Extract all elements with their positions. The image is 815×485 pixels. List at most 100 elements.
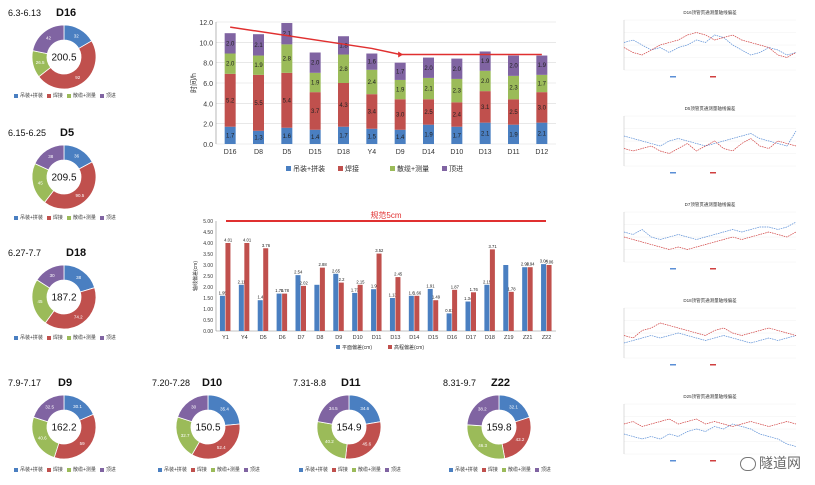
deviation-series-line	[623, 130, 797, 147]
donut-total: 162.2	[51, 423, 76, 434]
line-chart-title: D7顶管贯通测量轴线偏差	[685, 201, 736, 208]
segment-label: 2.1	[538, 131, 547, 137]
segment-label: 2.0	[226, 41, 235, 47]
legend-label: 顶进	[390, 467, 401, 473]
donut-slice-label: 38	[76, 275, 82, 280]
y-tick-label: 6.0	[203, 81, 213, 88]
y-tick-label: 1.50	[203, 296, 213, 302]
x-tick-label: D13	[390, 335, 400, 341]
donut-card: 6.3-6.13 D16 32 92 26.5 42 200.5	[8, 7, 138, 108]
line-chart-title: D18顶管贯通测量轴线偏差	[683, 297, 737, 304]
bar-data-label: 2.11	[238, 279, 247, 284]
y-tick-label: 12.0	[199, 20, 213, 27]
stack-segment	[309, 72, 321, 93]
legend-swatch	[46, 93, 51, 98]
legend-swatch	[710, 460, 716, 462]
y-tick-label: 8.0	[203, 61, 213, 68]
trend-line	[230, 26, 542, 56]
segment-label: 2.1	[481, 131, 490, 137]
donut-hole	[191, 410, 225, 444]
segment-label: 1.3	[254, 135, 263, 141]
deviation-line-chart: D25顶管贯通测量轴线偏差	[623, 393, 797, 462]
donut-total: 154.9	[336, 423, 361, 434]
legend-label: 吊装+拼装	[293, 164, 325, 173]
bar-data-label: 1.73	[351, 287, 360, 292]
deviation-bar	[319, 267, 325, 331]
x-tick-label: D10	[450, 149, 463, 156]
stack-segment	[536, 74, 548, 93]
donut-slice	[36, 264, 65, 289]
x-tick-label: D9	[396, 149, 405, 156]
segment-label: 2.4	[453, 113, 462, 119]
deviation-bar	[395, 277, 401, 331]
donut-card: 6.27-7.7 D18 38 74.2 45 30 187.2	[8, 247, 138, 348]
donut-pipe-name: Z22	[491, 377, 510, 389]
stack-segment	[253, 74, 264, 131]
legend-label: 顶进	[105, 467, 116, 473]
deviation-bar	[276, 293, 282, 331]
x-tick-label: D13	[479, 149, 492, 156]
stack-segment	[451, 58, 463, 79]
donut-svg: 35.4 52.4 32.7 30 150.5	[175, 394, 241, 460]
segment-label: 1.4	[311, 135, 320, 141]
deviation-bar	[371, 289, 377, 331]
donut-legend: 吊装+拼装 焊接 散缆+测量 顶进	[10, 92, 116, 99]
stack-segment	[479, 70, 491, 92]
donut-slice-label: 32.1	[509, 405, 518, 410]
segment-label: 2.8	[339, 67, 348, 73]
x-tick-label: D14	[422, 149, 435, 156]
donut-slice	[32, 24, 65, 55]
donut-slice-label: 92	[75, 75, 81, 80]
x-tick-label: D5	[282, 149, 291, 156]
donut-slice-label: 35.4	[220, 406, 229, 411]
legend-label: 平面偏差(cm)	[342, 344, 372, 351]
donut-legend: 吊装+拼装 焊接 散缆+测量 顶进	[295, 466, 401, 473]
deviation-bar	[489, 249, 495, 331]
segment-label: 2.3	[509, 86, 518, 92]
stack-segment	[338, 126, 349, 144]
legend-swatch	[670, 76, 676, 78]
deviation-bar	[219, 295, 225, 331]
legend-swatch	[299, 467, 303, 472]
legend-label: 吊装+拼装	[20, 467, 43, 473]
donut-slice-label: 45	[37, 299, 43, 304]
donut-slice-label: 43.2	[516, 437, 525, 442]
legend-label: 顶进	[105, 215, 116, 221]
donut-card: 7.9-7.17 D9 30.1 59 40.6 32.5 162.2	[8, 377, 138, 478]
segment-label: 5.5	[254, 101, 263, 107]
legend-swatch	[534, 467, 539, 472]
segment-label: 2.0	[509, 64, 518, 70]
deviation-bar	[427, 288, 433, 331]
stack-segment	[479, 91, 491, 123]
donut-slice-label: 34.5	[329, 406, 338, 411]
segment-label: 1.4	[396, 135, 405, 141]
deviation-bar	[522, 267, 528, 331]
y-axis-label: 轴线偏差(cm)	[192, 261, 199, 291]
y-tick-label: 4.50	[203, 230, 213, 236]
legend-swatch	[710, 364, 716, 366]
legend-label: 顶进	[105, 335, 116, 341]
deviation-line-chart: D18顶管贯通测量轴线偏差	[623, 297, 797, 366]
legend-swatch	[99, 93, 104, 98]
x-tick-label: D9	[335, 335, 342, 341]
deviation-bar	[389, 298, 395, 331]
wechat-icon	[740, 457, 756, 471]
bar-data-label: 1.78	[281, 288, 290, 293]
deviation-bar	[238, 284, 244, 331]
legend-swatch	[336, 345, 340, 349]
legend-label: 吊装+拼装	[305, 467, 328, 473]
deviation-bar	[503, 265, 509, 331]
deviation-bar	[257, 300, 263, 331]
bar-data-label: 2.54	[294, 270, 303, 275]
segment-label: 3.7	[311, 109, 320, 115]
donut-hole	[47, 40, 81, 74]
legend-swatch	[14, 335, 18, 340]
legend-swatch	[442, 166, 447, 171]
stacked-time-bar-chart: 0.0 2.0 4.0 6.0 8.0 10.0 12.0 时间/h 1.7 5.2 2.0 2.0 D…	[189, 20, 556, 173]
x-tick-label: D12	[535, 149, 548, 156]
bar-data-label: 1.6	[409, 290, 415, 295]
segment-label: 1.9	[254, 63, 263, 69]
legend-swatch	[338, 166, 343, 171]
x-tick-label: Y4	[368, 149, 377, 156]
stack-segment	[394, 62, 406, 80]
